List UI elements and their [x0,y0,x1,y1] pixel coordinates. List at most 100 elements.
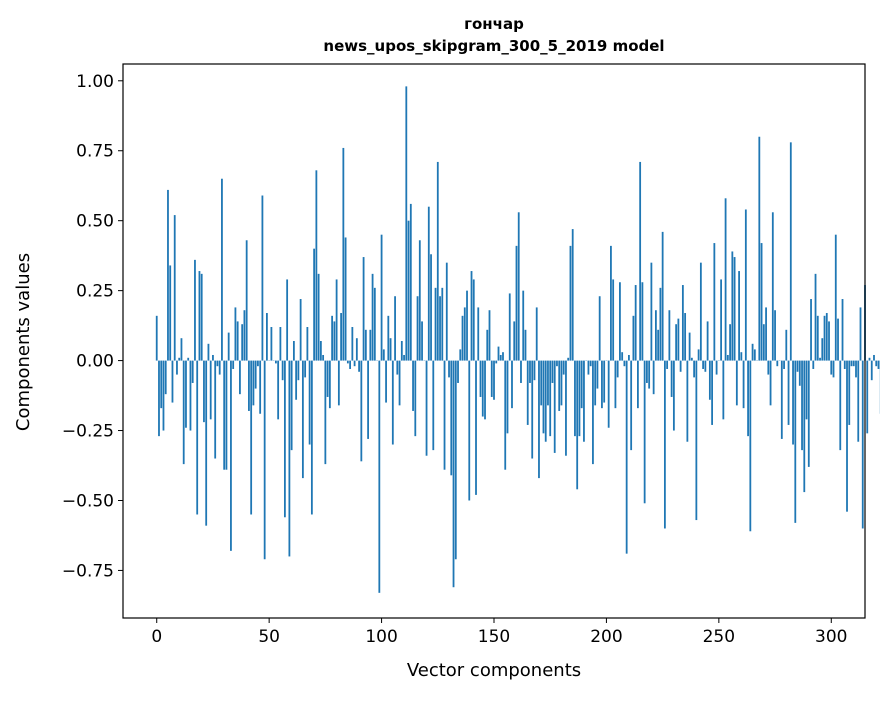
bar [493,361,495,400]
bar [878,361,880,369]
bar [489,310,491,360]
bar [525,330,527,361]
bar [192,361,194,383]
bar [860,307,862,360]
bar [695,361,697,520]
plot-frame [123,64,865,618]
plot-area [123,64,865,618]
bar [187,358,189,361]
bar [563,361,565,375]
bar [297,361,299,381]
bar [752,344,754,361]
bar [219,361,221,375]
y-axis-label: Components values [13,253,34,431]
bar [846,361,848,512]
bar [291,361,293,451]
bar [709,361,711,400]
bar [387,316,389,361]
bar [815,274,817,361]
bar [262,196,264,361]
bar [529,361,531,383]
bar [282,361,284,381]
bar [597,361,599,389]
bar [862,361,864,529]
bar [385,361,387,403]
bar [473,279,475,360]
bar [217,361,219,367]
bar [378,361,380,593]
bar [520,361,522,383]
bar [390,338,392,360]
bar [237,321,239,360]
bar [749,361,751,532]
bar [842,299,844,361]
bar [183,361,185,465]
bar [736,361,738,406]
bar [509,293,511,360]
bar [482,361,484,417]
bar [590,361,592,367]
bar [502,352,504,360]
bar [650,263,652,361]
x-tick-label: 300 [815,627,847,647]
bar [819,358,821,361]
bar [223,361,225,470]
bar [230,361,232,551]
bar [167,190,169,361]
bar [567,358,569,361]
bar [536,307,538,360]
y-tick-label: −0.75 [62,561,114,581]
bar [702,361,704,369]
bar [221,179,223,361]
bar [579,361,581,437]
bar [646,361,648,383]
bar [655,310,657,360]
bar [241,324,243,360]
bar [657,330,659,361]
bar [313,249,315,361]
bar [279,327,281,361]
bar [212,355,214,361]
bar [648,361,650,389]
bar [527,361,529,425]
bar [711,361,713,425]
bar [239,361,241,395]
bar [401,341,403,361]
bar [677,319,679,361]
bar [747,361,749,437]
bar [257,361,259,367]
bar [293,341,295,361]
bar [682,285,684,361]
bar [302,361,304,479]
bar [477,307,479,360]
bar [774,310,776,360]
bar [430,254,432,360]
bar [208,344,210,361]
bar [498,347,500,361]
bar [574,361,576,437]
bar [363,257,365,361]
bar [556,361,558,367]
bar [410,204,412,361]
bar [691,358,693,361]
bar [538,361,540,479]
bar [594,361,596,406]
bar [549,361,551,437]
bar [828,321,830,360]
bar [783,361,785,369]
bar [662,232,664,361]
bar [426,361,428,456]
bar [513,321,515,360]
bar [300,299,302,361]
bar-series [156,86,880,592]
bar [833,361,835,378]
bar [522,291,524,361]
bar [635,285,637,361]
bar [588,361,590,375]
bar [765,307,767,360]
bar [453,361,455,588]
bar [797,361,799,372]
bar [441,288,443,361]
